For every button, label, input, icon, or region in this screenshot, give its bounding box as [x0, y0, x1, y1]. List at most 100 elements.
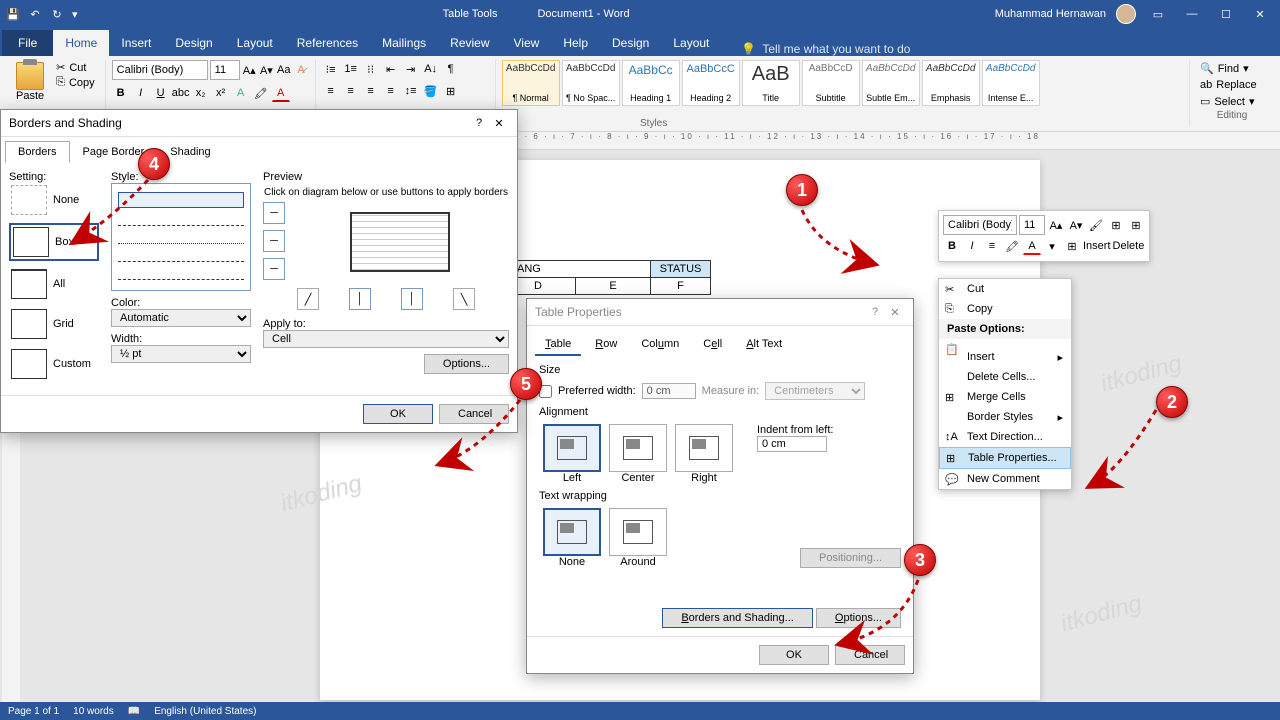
style-list[interactable]	[111, 183, 251, 291]
style-title[interactable]: AaBTitle	[742, 60, 800, 106]
ctx-delete-cells[interactable]: Delete Cells...	[939, 367, 1071, 387]
ctx-text-direction[interactable]: ↕AText Direction...	[939, 427, 1071, 447]
bas-tab-borders[interactable]: Borders	[5, 141, 70, 163]
cut-button[interactable]: ✂Cut	[52, 60, 99, 75]
style-nospac[interactable]: AaBbCcDd¶ No Spac...	[562, 60, 620, 106]
ctx-insert[interactable]: Insert▸	[939, 347, 1071, 367]
italic-button[interactable]: I	[132, 84, 150, 102]
tab-mailings[interactable]: Mailings	[370, 30, 438, 56]
tab-tt-layout[interactable]: Layout	[661, 30, 721, 56]
minimize-icon[interactable]: —	[1180, 2, 1204, 26]
clear-format-icon[interactable]: A̷	[293, 61, 308, 79]
save-icon[interactable]: 💾	[6, 7, 20, 21]
tab-view[interactable]: View	[502, 30, 552, 56]
tab-help[interactable]: Help	[551, 30, 600, 56]
line-spacing-icon[interactable]: ↕≡	[402, 82, 420, 100]
tab-layout[interactable]: Layout	[225, 30, 285, 56]
mini-delete[interactable]: Delete	[1113, 240, 1145, 252]
setting-none[interactable]: None	[9, 183, 99, 217]
wrap-around-btn[interactable]	[609, 508, 667, 556]
shading-icon[interactable]: 🪣	[422, 82, 440, 100]
sort-icon[interactable]: A↓	[422, 60, 440, 78]
mini-table-icon[interactable]: ⊞	[1107, 216, 1125, 234]
positioning-btn[interactable]: Positioning...	[800, 548, 901, 568]
mini-size[interactable]	[1019, 215, 1045, 235]
align-left-btn[interactable]: .align-icon::before{left:2px}	[543, 424, 601, 472]
mini-border-icon[interactable]: ⊞	[1063, 237, 1081, 255]
style-heading[interactable]: AaBbCcHeading 1	[622, 60, 680, 106]
border-left-btn[interactable]: │	[349, 288, 371, 310]
strike-button[interactable]: abc	[172, 84, 190, 102]
table-col[interactable]: F	[651, 278, 711, 295]
align-center-btn[interactable]	[609, 424, 667, 472]
copy-button[interactable]: ⎘Copy	[52, 75, 99, 90]
align-center-icon[interactable]: ≡	[342, 82, 360, 100]
tp-tab-table[interactable]: TTableable	[535, 334, 581, 356]
width-select[interactable]: ½ pt	[111, 345, 251, 363]
tab-home[interactable]: Home	[53, 30, 109, 56]
change-case-icon[interactable]: Aa	[276, 61, 291, 79]
mini-highlight-icon[interactable]: 🖍	[1003, 237, 1021, 255]
mini-font[interactable]	[943, 215, 1017, 235]
pref-width-input[interactable]	[642, 383, 696, 399]
word-count[interactable]: 10 words	[73, 706, 114, 717]
multilevel-icon[interactable]: ⁝⁝	[362, 60, 380, 78]
ribbon-options-icon[interactable]: ▭	[1146, 2, 1170, 26]
ctx-paste-icons[interactable]: 📋	[939, 339, 1071, 347]
find-button[interactable]: 🔍Find ▾	[1196, 60, 1268, 77]
language-status[interactable]: English (United States)	[154, 706, 256, 717]
border-bot-btn[interactable]: ─	[263, 258, 285, 280]
ctx-cut[interactable]: ✂Cut	[939, 279, 1071, 299]
border-diag1-btn[interactable]: ╱	[297, 288, 319, 310]
highlight-icon[interactable]: 🖍	[252, 84, 270, 102]
undo-icon[interactable]: ↶	[28, 7, 42, 21]
mini-shrink-icon[interactable]: A▾	[1067, 216, 1085, 234]
replace-button[interactable]: abReplace	[1196, 77, 1268, 93]
ctx-merge-cells[interactable]: ⊞Merge Cells	[939, 387, 1071, 407]
bas-cancel-btn[interactable]: Cancel	[439, 404, 509, 424]
tab-review[interactable]: Review	[438, 30, 501, 56]
tab-file[interactable]: File	[2, 30, 53, 56]
mini-align-icon[interactable]: ≡	[983, 237, 1001, 255]
inc-indent-icon[interactable]: ⇥	[402, 60, 420, 78]
show-marks-icon[interactable]: ¶	[442, 60, 460, 78]
preview-diagram[interactable]	[350, 212, 450, 272]
align-right-icon[interactable]: ≡	[362, 82, 380, 100]
text-effects-icon[interactable]: A	[232, 84, 250, 102]
setting-custom[interactable]: Custom	[9, 347, 99, 381]
tp-borders-shading-btn[interactable]: Borders and Shading...	[662, 608, 813, 628]
tp-close-icon[interactable]: ✕	[885, 306, 905, 319]
grow-font-icon[interactable]: A▴	[242, 61, 257, 79]
avatar[interactable]	[1116, 4, 1136, 24]
bold-button[interactable]: B	[112, 84, 130, 102]
ctx-copy[interactable]: ⎘Copy	[939, 299, 1071, 319]
mini-table2-icon[interactable]: ⊞	[1127, 216, 1145, 234]
table-col[interactable]: E	[576, 278, 651, 295]
redo-icon[interactable]: ↻	[50, 7, 64, 21]
font-size-select[interactable]	[210, 60, 240, 80]
underline-button[interactable]: U	[152, 84, 170, 102]
page-status[interactable]: Page 1 of 1	[8, 706, 59, 717]
tp-help-icon[interactable]: ?	[865, 306, 885, 318]
close-icon[interactable]: ✕	[1248, 2, 1272, 26]
apply-to-select[interactable]: Cell	[263, 330, 509, 348]
bas-ok-btn[interactable]: OK	[363, 404, 433, 424]
tp-tab-alt[interactable]: Alt Text	[736, 334, 792, 356]
mini-color-icon[interactable]: A	[1023, 237, 1041, 255]
mini-italic[interactable]: I	[963, 237, 981, 255]
wrap-none-btn[interactable]	[543, 508, 601, 556]
tp-options-btn[interactable]: Options...	[816, 608, 901, 628]
tab-insert[interactable]: Insert	[109, 30, 163, 56]
border-mid-btn[interactable]: ─	[263, 230, 285, 252]
mini-grow-icon[interactable]: A▴	[1047, 216, 1065, 234]
mini-ins-icon[interactable]: ▾	[1043, 237, 1061, 255]
ctx-table-properties[interactable]: ⊞Table Properties...	[939, 447, 1071, 469]
shrink-font-icon[interactable]: A▾	[259, 61, 274, 79]
bas-help-icon[interactable]: ?	[469, 117, 489, 129]
style-normal[interactable]: AaBbCcDd¶ Normal	[502, 60, 560, 106]
borders-icon[interactable]: ⊞	[442, 82, 460, 100]
ctx-border-styles[interactable]: Border Styles▸	[939, 407, 1071, 427]
font-color-icon[interactable]: A	[272, 84, 290, 102]
tp-ok-btn[interactable]: OK	[759, 645, 829, 665]
font-name-select[interactable]	[112, 60, 208, 80]
